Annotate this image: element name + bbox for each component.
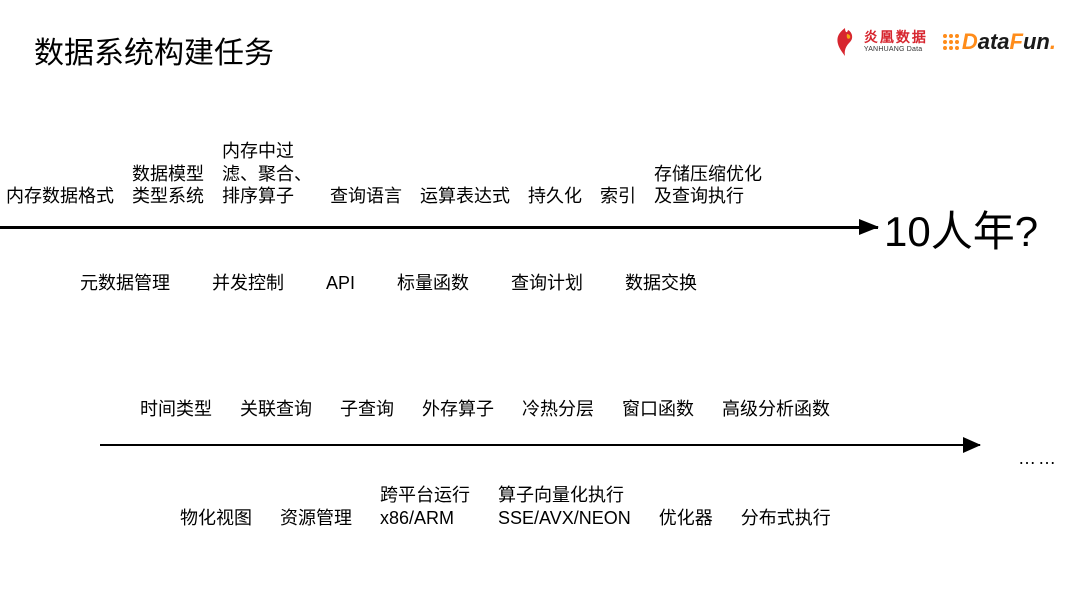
t1-top-item: 内存中过 滤、聚合、 排序算子 <box>222 140 312 208</box>
timeline1-arrow <box>0 226 878 229</box>
t2-top-item: 冷热分层 <box>522 398 594 421</box>
timeline2-bottom-row: 物化视图 资源管理 跨平台运行x86/ARM 算子向量化执行SSE/AVX/NE… <box>180 484 831 529</box>
datafun-logo: DataFun. <box>942 29 1056 55</box>
t1-bot-item: 查询计划 <box>511 272 583 295</box>
t2-top-item: 关联查询 <box>240 398 312 421</box>
timeline2-ellipsis: …… <box>1018 448 1058 469</box>
t1-bot-item: 数据交换 <box>625 272 697 295</box>
t1-bot-item: 元数据管理 <box>80 272 170 295</box>
yanhuang-cn: 炎凰数据 <box>864 30 928 45</box>
t2-bot-item: 跨平台运行x86/ARM <box>380 484 470 529</box>
t1-top-item: 内存数据格式 <box>6 185 114 208</box>
timeline1-callout: 10人年? <box>884 198 1038 259</box>
yanhuang-logo: 炎凰数据 YANHUANG Data <box>832 26 928 58</box>
t2-bot-item: 算子向量化执行SSE/AVX/NEON <box>498 484 631 529</box>
t1-top-item: 运算表达式 <box>420 185 510 208</box>
phoenix-icon <box>832 26 858 58</box>
t1-top-item: 存储压缩优化 及查询执行 <box>654 163 762 208</box>
t2-bot-item: 优化器 <box>659 507 713 530</box>
timeline1-top-row: 内存数据格式 数据模型 类型系统 内存中过 滤、聚合、 排序算子 查询语言 运算… <box>6 140 762 208</box>
t1-bot-item: 并发控制 <box>212 272 284 295</box>
t1-bot-item: API <box>326 272 355 295</box>
t1-top-item: 持久化 <box>528 185 582 208</box>
t1-bot-item: 标量函数 <box>397 272 469 295</box>
t2-top-item: 外存算子 <box>422 398 494 421</box>
t1-top-item: 查询语言 <box>330 185 402 208</box>
t2-top-item: 时间类型 <box>140 398 212 421</box>
t2-top-item: 高级分析函数 <box>722 398 830 421</box>
timeline1-bottom-row: 元数据管理 并发控制 API 标量函数 查询计划 数据交换 <box>80 272 697 295</box>
t2-bot-item: 资源管理 <box>280 507 352 530</box>
datafun-dots-icon <box>942 33 960 51</box>
timeline2-top-row: 时间类型 关联查询 子查询 外存算子 冷热分层 窗口函数 高级分析函数 <box>140 398 830 421</box>
t1-top-item: 数据模型 类型系统 <box>132 163 204 208</box>
timeline2-arrow <box>100 444 980 446</box>
logo-bar: 炎凰数据 YANHUANG Data DataFun. <box>832 26 1056 58</box>
t2-bot-item: 分布式执行 <box>741 507 831 530</box>
t2-bot-item: 物化视图 <box>180 507 252 530</box>
t2-top-item: 子查询 <box>340 398 394 421</box>
yanhuang-en: YANHUANG Data <box>864 46 928 54</box>
t2-top-item: 窗口函数 <box>622 398 694 421</box>
page-title: 数据系统构建任务 <box>34 28 274 72</box>
t1-top-item: 索引 <box>600 185 636 208</box>
